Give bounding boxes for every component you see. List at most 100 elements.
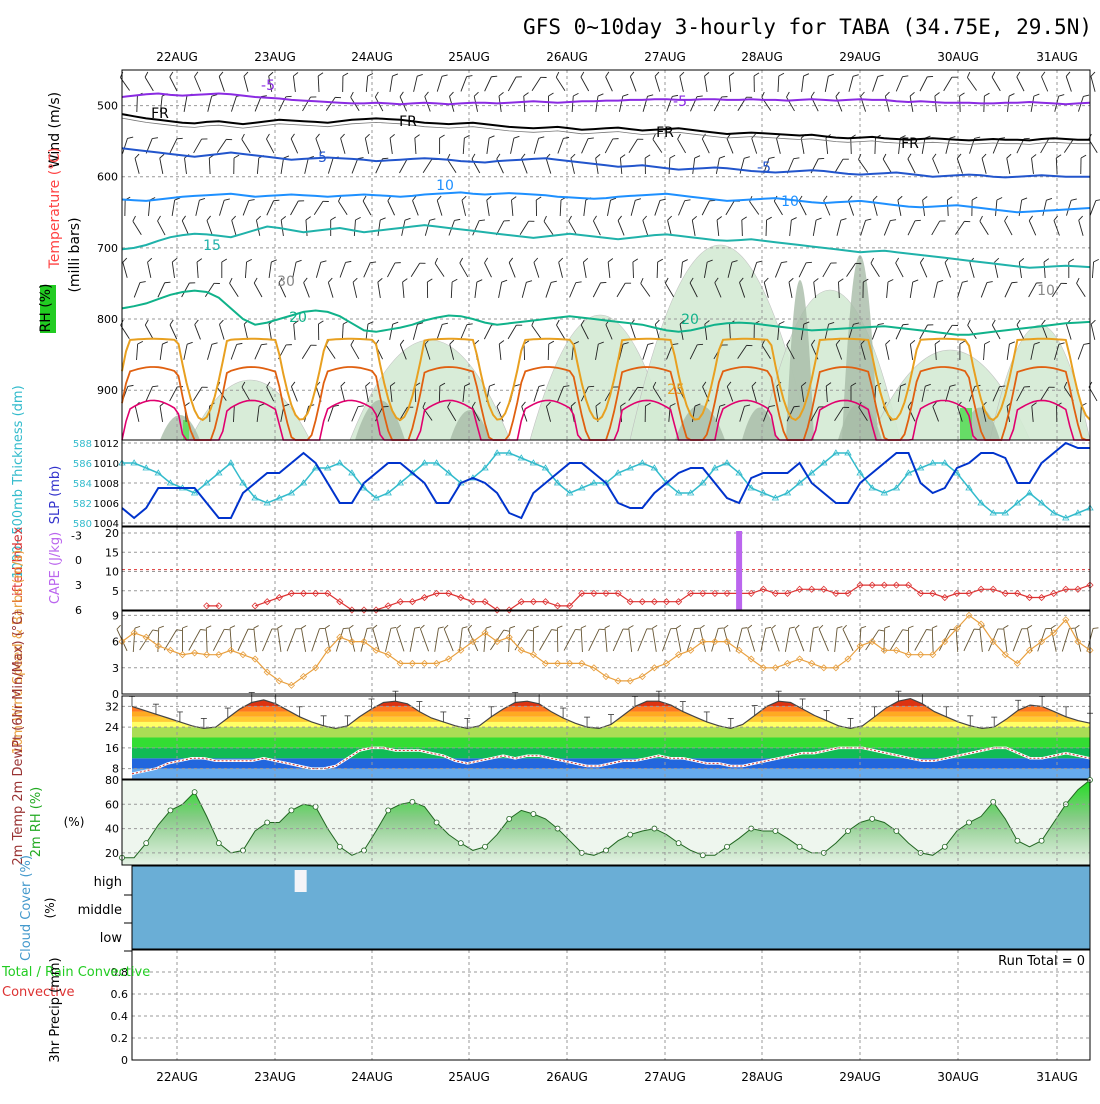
surface-barb-feather	[296, 627, 301, 631]
surface-barb-staff	[444, 629, 453, 651]
surface-barb-staff	[989, 629, 998, 651]
rh-marker	[313, 804, 318, 809]
rh-tick: 40	[105, 823, 119, 836]
surface-wind-barb	[662, 627, 676, 653]
rh-marker	[846, 829, 851, 834]
date-label-bottom: 22AUG	[156, 1070, 198, 1084]
date-label-bottom: 26AUG	[546, 1070, 588, 1084]
rh-marker	[942, 844, 947, 849]
surface-wind-barb	[785, 626, 794, 652]
contour-label: FR	[151, 106, 169, 122]
precip-tick: 0.2	[111, 1032, 129, 1045]
surface-barb-staff	[795, 629, 804, 651]
surface-wind-barb	[747, 625, 759, 651]
surface-wind-barb	[372, 625, 384, 651]
surface-barb-staff	[810, 628, 813, 652]
surface-wind-barb	[557, 626, 562, 652]
wind-barb-feather	[1090, 72, 1096, 76]
surface-wind-barb	[890, 628, 908, 653]
surface-barb-staff	[724, 628, 730, 651]
surface-barb-staff	[386, 628, 391, 651]
rh-marker	[168, 808, 173, 813]
li-tick: -3	[71, 529, 82, 542]
surface-wind-barb	[989, 627, 1004, 653]
surface-barb-staff	[662, 629, 670, 652]
contour-label: 20	[289, 310, 307, 326]
surface-barb-feather	[183, 626, 188, 628]
surface-wind-barb	[1013, 627, 1027, 653]
temp-band	[132, 748, 1090, 758]
surface-barb-staff	[312, 629, 320, 652]
surface-wind-barb	[435, 626, 444, 652]
contour-label: -5	[261, 78, 275, 94]
thickness-tick: 586	[73, 459, 92, 470]
wind-barb-staff	[851, 138, 852, 154]
date-label-bottom: 24AUG	[351, 1070, 393, 1084]
contour-label: -5	[313, 150, 327, 166]
surface-wind-barb	[723, 625, 735, 651]
surface-wind-barb	[230, 626, 237, 652]
wind-barb-staff	[875, 138, 876, 154]
surface-wind-barb	[980, 626, 988, 652]
contour-label: -5	[673, 94, 687, 110]
date-label-bottom: 31AUG	[1036, 1070, 1078, 1084]
cape-tick: 10	[105, 566, 119, 579]
surface-wind-barb	[589, 627, 605, 653]
contour-label: FR	[656, 125, 674, 141]
surface-wind-barb	[866, 628, 884, 653]
cloud-row-label: low	[100, 931, 123, 946]
slp-tick: 1012	[94, 439, 119, 450]
rh-marker	[192, 790, 197, 795]
cloud-gap	[295, 870, 307, 892]
rh-marker	[604, 848, 609, 853]
surface-barb-staff	[1062, 629, 1069, 652]
wind-barb-staff	[548, 344, 549, 360]
surface-barb-staff	[932, 628, 933, 652]
surface-barb-feather	[575, 628, 580, 632]
surface-barb-staff	[884, 628, 885, 652]
contour-label: 20	[681, 312, 699, 328]
surface-wind-barb	[605, 626, 612, 652]
surface-barb-staff	[676, 628, 681, 652]
slp-tick: 1006	[94, 499, 119, 510]
surface-wind-barb	[613, 627, 628, 653]
wind-tick: 9	[112, 609, 119, 622]
date-label-top: 30AUG	[937, 50, 979, 64]
surface-barb-staff	[133, 628, 135, 652]
surface-barb-feather	[837, 626, 842, 629]
date-label-bottom: 29AUG	[839, 1070, 881, 1084]
surface-wind-barb	[956, 626, 963, 652]
surface-barb-feather	[747, 625, 752, 628]
pressure-tick: 800	[97, 313, 118, 326]
surface-barb-feather	[415, 626, 420, 629]
surface-barb-feather	[581, 626, 586, 628]
surface-barb-feather	[795, 625, 800, 629]
surface-wind-barb	[515, 628, 533, 653]
temp-tick: 32	[105, 700, 119, 713]
rh-marker	[1039, 838, 1044, 843]
surface-barb-feather	[420, 625, 425, 629]
surface-barb-feather	[1075, 625, 1080, 628]
surface-wind-barb	[652, 625, 661, 651]
surface-wind-barb	[909, 626, 914, 652]
wind-barb-staff	[633, 262, 634, 278]
surface-barb-staff	[420, 629, 428, 652]
wind-barb-feather	[1096, 198, 1100, 203]
rh-marker	[725, 844, 730, 849]
surface-barb-staff	[410, 628, 415, 652]
surface-wind-barb	[964, 627, 980, 653]
surface-barb-feather	[254, 626, 259, 629]
pressure-tick: 700	[97, 242, 118, 255]
surface-barb-feather	[771, 625, 776, 629]
contour-label: 30	[277, 274, 295, 290]
wind-barb-staff	[766, 220, 767, 236]
surface-barb-feather	[671, 627, 676, 631]
surface-wind-barb	[638, 627, 652, 653]
wind-barb-staff	[1091, 324, 1095, 340]
surface-wind-barb	[835, 626, 843, 652]
surface-barb-feather	[443, 625, 448, 629]
rh2m-label: 2m RH (%)	[29, 787, 44, 858]
